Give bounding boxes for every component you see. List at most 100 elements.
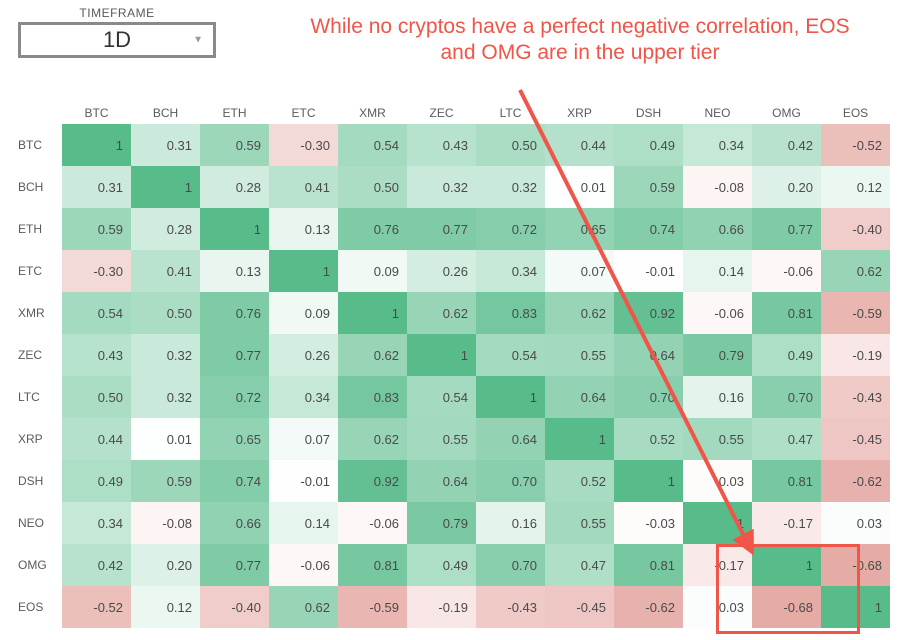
heatmap-cell: -0.52	[821, 124, 890, 166]
heatmap-cell: 0.16	[476, 502, 545, 544]
heatmap-cell: 0.34	[476, 250, 545, 292]
heatmap-cell: 1	[683, 502, 752, 544]
col-header: XRP	[545, 96, 614, 124]
heatmap-cell: 0.03	[683, 586, 752, 628]
row-header: LTC	[14, 376, 62, 418]
heatmap-cell: 0.14	[683, 250, 752, 292]
heatmap-cell: 0.01	[545, 166, 614, 208]
col-header: BTC	[62, 96, 131, 124]
heatmap-cell: -0.06	[338, 502, 407, 544]
heatmap-cell: 0.07	[545, 250, 614, 292]
heatmap-cell: 0.62	[821, 250, 890, 292]
heatmap-cell: 0.26	[407, 250, 476, 292]
heatmap-cell: 0.32	[407, 166, 476, 208]
heatmap-cell: -0.08	[683, 166, 752, 208]
heatmap-cell: 0.20	[131, 544, 200, 586]
timeframe-control: TIMEFRAME 1D ▼	[18, 6, 216, 58]
heatmap-cell: 0.44	[545, 124, 614, 166]
heatmap-cell: 0.41	[269, 166, 338, 208]
chevron-down-icon: ▼	[193, 35, 203, 46]
heatmap-cell: 0.77	[407, 208, 476, 250]
heatmap-cell: 1	[269, 250, 338, 292]
heatmap-cell: 0.54	[407, 376, 476, 418]
heatmap-corner	[14, 96, 62, 124]
heatmap-cell: 0.16	[683, 376, 752, 418]
heatmap-cell: -0.52	[62, 586, 131, 628]
heatmap-cell: 0.55	[407, 418, 476, 460]
heatmap-cell: 0.74	[614, 208, 683, 250]
timeframe-select[interactable]: 1D ▼	[18, 22, 216, 58]
heatmap-cell: 1	[821, 586, 890, 628]
heatmap-cell: 0.50	[62, 376, 131, 418]
heatmap-cell: -0.03	[683, 460, 752, 502]
heatmap-cell: -0.59	[338, 586, 407, 628]
heatmap-cell: 0.43	[62, 334, 131, 376]
heatmap-cell: 0.70	[752, 376, 821, 418]
heatmap-cell: 0.64	[614, 334, 683, 376]
heatmap-cell: 0.47	[545, 544, 614, 586]
heatmap-cell: -0.30	[269, 124, 338, 166]
heatmap-cell: 0.44	[62, 418, 131, 460]
heatmap-cell: 1	[338, 292, 407, 334]
heatmap-cell: 0.34	[269, 376, 338, 418]
heatmap-cell: -0.06	[683, 292, 752, 334]
heatmap-cell: 0.64	[545, 376, 614, 418]
heatmap-cell: -0.17	[752, 502, 821, 544]
heatmap-cell: 0.13	[269, 208, 338, 250]
heatmap-cell: 1	[752, 544, 821, 586]
heatmap-cell: 1	[62, 124, 131, 166]
heatmap-cell: -0.59	[821, 292, 890, 334]
heatmap-cell: 0.31	[62, 166, 131, 208]
heatmap-cell: 0.28	[200, 166, 269, 208]
heatmap-cell: 0.70	[614, 376, 683, 418]
heatmap-cell: 1	[476, 376, 545, 418]
heatmap-cell: 0.70	[476, 544, 545, 586]
heatmap-cell: 0.65	[200, 418, 269, 460]
heatmap-cell: 0.52	[614, 418, 683, 460]
col-header: ZEC	[407, 96, 476, 124]
heatmap-cell: -0.08	[131, 502, 200, 544]
heatmap-cell: 0.34	[62, 502, 131, 544]
heatmap-cell: 1	[200, 208, 269, 250]
heatmap-cell: -0.62	[614, 586, 683, 628]
heatmap-cell: 0.01	[131, 418, 200, 460]
heatmap-cell: 0.62	[338, 334, 407, 376]
heatmap-cell: 0.66	[200, 502, 269, 544]
heatmap-cell: 0.81	[752, 460, 821, 502]
heatmap-cell: 0.64	[476, 418, 545, 460]
heatmap-cell: 0.77	[752, 208, 821, 250]
row-header: NEO	[14, 502, 62, 544]
heatmap-cell: -0.40	[821, 208, 890, 250]
heatmap-cell: 0.59	[200, 124, 269, 166]
heatmap-cell: 0.92	[614, 292, 683, 334]
annotation-text: While no cryptos have a perfect negative…	[300, 14, 860, 67]
heatmap-cell: 0.81	[338, 544, 407, 586]
heatmap-cell: 0.79	[407, 502, 476, 544]
heatmap-cell: 0.62	[269, 586, 338, 628]
heatmap-cell: 0.70	[476, 460, 545, 502]
heatmap-cell: 0.49	[614, 124, 683, 166]
heatmap-cell: 0.26	[269, 334, 338, 376]
heatmap-cell: 0.07	[269, 418, 338, 460]
heatmap-cell: 0.32	[131, 334, 200, 376]
row-header: OMG	[14, 544, 62, 586]
heatmap-cell: 0.83	[476, 292, 545, 334]
heatmap-cell: 0.54	[338, 124, 407, 166]
heatmap-cell: -0.45	[821, 418, 890, 460]
heatmap-cell: 0.92	[338, 460, 407, 502]
heatmap-cell: 0.64	[407, 460, 476, 502]
heatmap-cell: 1	[614, 460, 683, 502]
heatmap-cell: 0.03	[821, 502, 890, 544]
heatmap-cell: 0.50	[131, 292, 200, 334]
heatmap-cell: 0.13	[200, 250, 269, 292]
col-header: EOS	[821, 96, 890, 124]
heatmap-cell: 0.66	[683, 208, 752, 250]
row-header: ETC	[14, 250, 62, 292]
row-header: XRP	[14, 418, 62, 460]
heatmap-cell: -0.06	[269, 544, 338, 586]
heatmap-cell: 0.49	[62, 460, 131, 502]
row-header: BTC	[14, 124, 62, 166]
correlation-heatmap: BTCBCHETHETCXMRZECLTCXRPDSHNEOOMGEOSBTC1…	[14, 96, 890, 628]
heatmap-cell: 0.52	[545, 460, 614, 502]
heatmap-cell: 0.09	[338, 250, 407, 292]
